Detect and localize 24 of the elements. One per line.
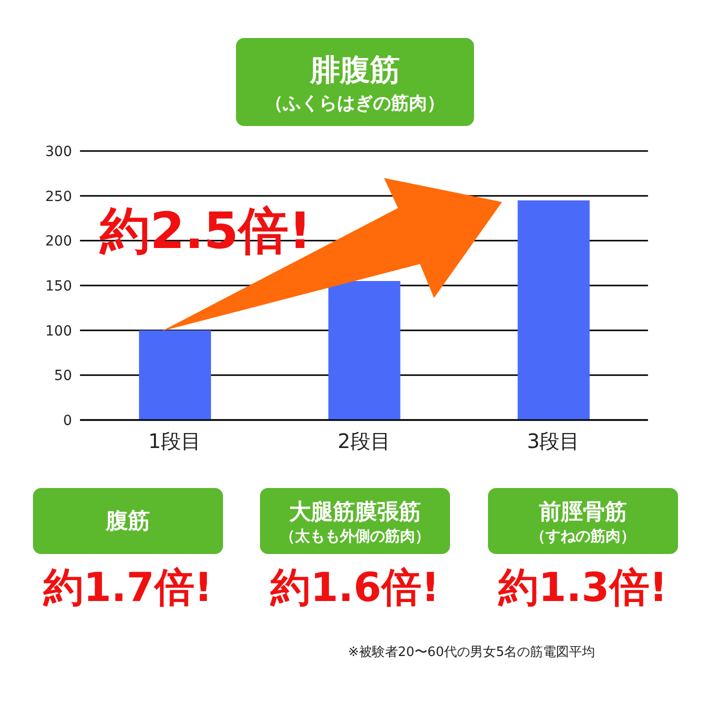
text: （太もも外側の筋肉） — [280, 526, 430, 546]
bar — [328, 281, 400, 420]
y-tick-label: 300 — [45, 144, 72, 160]
bar — [139, 330, 211, 420]
y-tick-label: 200 — [45, 234, 72, 250]
text: 腹筋 — [106, 508, 150, 536]
y-tick-label: 250 — [45, 188, 72, 205]
bar — [518, 200, 590, 420]
y-tick-label: 150 — [45, 278, 72, 294]
text: 大腿筋膜張筋 — [289, 498, 421, 526]
text: （すねの筋肉） — [530, 526, 636, 546]
x-tick-label: 1段目 — [148, 429, 202, 454]
y-tick-label: 50 — [54, 368, 72, 384]
y-tick-label: 0 — [63, 412, 72, 429]
chart-title: 腓腹筋 — [310, 52, 400, 90]
x-tick-label: 2段目 — [338, 429, 390, 454]
y-tick-label: 100 — [45, 323, 72, 340]
text: 約1.6倍! — [269, 564, 441, 613]
text: 約1.3倍! — [497, 564, 669, 613]
text: 前脛骨筋 — [539, 498, 627, 526]
text: ※被験者20〜60代の男女5名の筋電図平均 — [348, 644, 596, 661]
text: 約1.7倍! — [42, 564, 214, 613]
chart-subtitle: （ふくらはぎの筋肉） — [265, 92, 445, 114]
x-tick-label: 3段目 — [526, 429, 580, 454]
